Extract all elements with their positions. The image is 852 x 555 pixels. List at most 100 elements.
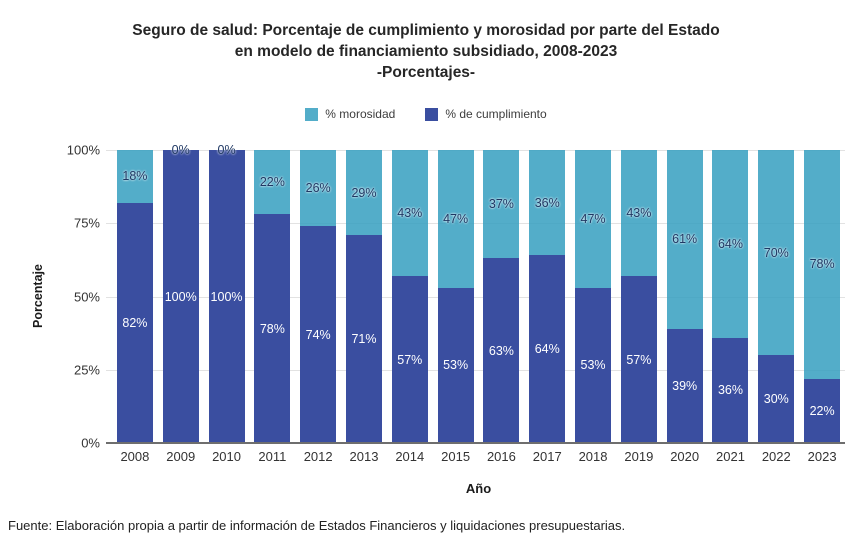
cumplimiento-segment: [804, 378, 841, 443]
cumplimiento-label: 57%: [397, 352, 423, 367]
bar-2010: 100% 0%: [208, 143, 245, 443]
morosidad-segment: [620, 150, 657, 276]
cumplimiento-label: 53%: [443, 358, 469, 373]
cumplimiento-segment: [208, 150, 245, 443]
cumplimiento-segment: [529, 255, 566, 443]
cumplimiento-segment: [620, 276, 657, 443]
chart-title-line1: Seguro de salud: Porcentaje de cumplimie…: [132, 22, 720, 39]
cumplimiento-label: 100%: [210, 289, 243, 304]
morosidad-label: 47%: [580, 211, 606, 226]
morosidad-segment: [804, 150, 841, 379]
cumplimiento-segment: [758, 355, 795, 443]
bar-2018: 53% 47%: [575, 150, 612, 443]
morosidad-label: 29%: [351, 185, 377, 200]
morosidad-segment: [758, 150, 795, 356]
plot-area: 82% 18% 100% 0% 100% 0% 78% 22% 74% 26% 71% 29% 57% 4…: [106, 143, 845, 444]
x-tick-2013: 2013: [349, 449, 379, 464]
x-tick-2022: 2022: [761, 449, 791, 464]
cumplimiento-segment: [254, 214, 291, 443]
bar-2015: 53% 47%: [437, 150, 474, 443]
y-axis-ticks: 0% 25% 50% 75% 100%: [0, 143, 104, 451]
morosidad-label: 36%: [534, 195, 560, 210]
bar-2017: 64% 36%: [529, 150, 566, 443]
chart-legend: % morosidad % de cumplimiento: [0, 107, 852, 121]
cumplimiento-label: 30%: [763, 392, 789, 407]
cumplimiento-segment: [666, 328, 703, 443]
cumplimiento-label: 78%: [259, 321, 285, 336]
y-tick-label: 100%: [66, 142, 100, 158]
y-tick-label: 0%: [81, 435, 100, 451]
cumplimiento-label: 22%: [809, 403, 835, 418]
morosidad-label: 0%: [171, 143, 190, 157]
legend-label: % morosidad: [325, 107, 396, 121]
morosidad-segment: [254, 150, 291, 215]
cumplimiento-label: 63%: [488, 343, 514, 358]
morosidad-segment: [575, 150, 612, 288]
morosidad-label: 0%: [217, 143, 236, 157]
cumplimiento-segment: [483, 258, 520, 443]
cumplimiento-segment: [116, 202, 153, 443]
bar-2021: 36% 64%: [712, 150, 749, 443]
cumplimiento-label: 39%: [672, 378, 698, 393]
x-tick-2008: 2008: [120, 449, 150, 464]
bar-2012: 74% 26%: [300, 150, 337, 443]
bar-2020: 39% 61%: [666, 150, 703, 443]
x-tick-2018: 2018: [578, 449, 608, 464]
cumplimiento-segment: [575, 287, 612, 443]
x-tick-2017: 2017: [532, 449, 562, 464]
gridline: [106, 150, 845, 151]
morosidad-segment: [300, 150, 337, 227]
cumplimiento-label: 71%: [351, 332, 377, 346]
y-tick-label: 25%: [73, 362, 100, 378]
morosidad-label: 26%: [305, 181, 331, 196]
morosidad-segment: [116, 150, 153, 203]
morosidad-segment: [483, 150, 520, 259]
bar-2019: 57% 43%: [620, 150, 657, 443]
morosidad-segment: [391, 150, 428, 276]
y-tick-label: 75%: [73, 215, 100, 231]
x-axis-title: Año: [465, 481, 492, 496]
chart-title-line2: en modelo de financiamiento subsidiado, …: [234, 43, 618, 60]
cumplimiento-segment: [712, 337, 749, 443]
gridline: [106, 223, 845, 225]
x-tick-2014: 2014: [395, 449, 425, 464]
morosidad-label: 22%: [259, 175, 285, 190]
morosidad-segment: [712, 150, 749, 338]
cumplimiento-label: 57%: [626, 352, 652, 367]
x-tick-2020: 2020: [670, 449, 700, 464]
cumplimiento-segment: [162, 150, 199, 443]
cumplimiento-label: 64%: [534, 342, 560, 357]
morosidad-label: 37%: [488, 197, 514, 212]
cumplimiento-label: 82%: [122, 315, 148, 330]
morosidad-label: 18%: [122, 169, 148, 184]
cumplimiento-label: 36%: [717, 383, 743, 398]
legend-item-0: % morosidad: [305, 107, 395, 121]
chart-title-line3: -Porcentajes-: [376, 64, 476, 81]
morosidad-label: 61%: [672, 232, 698, 247]
legend-item-1: % de cumplimiento: [425, 107, 547, 121]
cumplimiento-segment: [391, 276, 428, 443]
cumplimiento-label: 74%: [305, 327, 331, 342]
gridline: [106, 296, 845, 298]
cumplimiento-segment: [300, 226, 337, 443]
legend-label: % de cumplimiento: [445, 107, 547, 121]
bar-2009: 100% 0%: [162, 143, 199, 443]
x-tick-2011: 2011: [258, 449, 287, 464]
x-tick-2023: 2023: [807, 449, 837, 464]
cumplimiento-label: 100%: [164, 289, 197, 304]
cumplimiento-label: 53%: [580, 358, 606, 373]
morosidad-label: 43%: [626, 206, 652, 220]
chart-title: Seguro de salud: Porcentaje de cumplimie…: [0, 20, 852, 83]
x-tick-2012: 2012: [303, 449, 333, 464]
x-tick-2010: 2010: [212, 449, 241, 464]
x-tick-2009: 2009: [166, 449, 196, 464]
morosidad-label: 70%: [763, 245, 789, 260]
morosidad-label: 64%: [717, 236, 743, 251]
gridline: [106, 369, 845, 371]
x-tick-2015: 2015: [441, 449, 471, 464]
cumplimiento-segment: [437, 287, 474, 443]
bar-2023: 22% 78%: [804, 150, 841, 443]
morosidad-label: 78%: [809, 257, 835, 272]
legend-swatch-icon: [425, 107, 439, 121]
